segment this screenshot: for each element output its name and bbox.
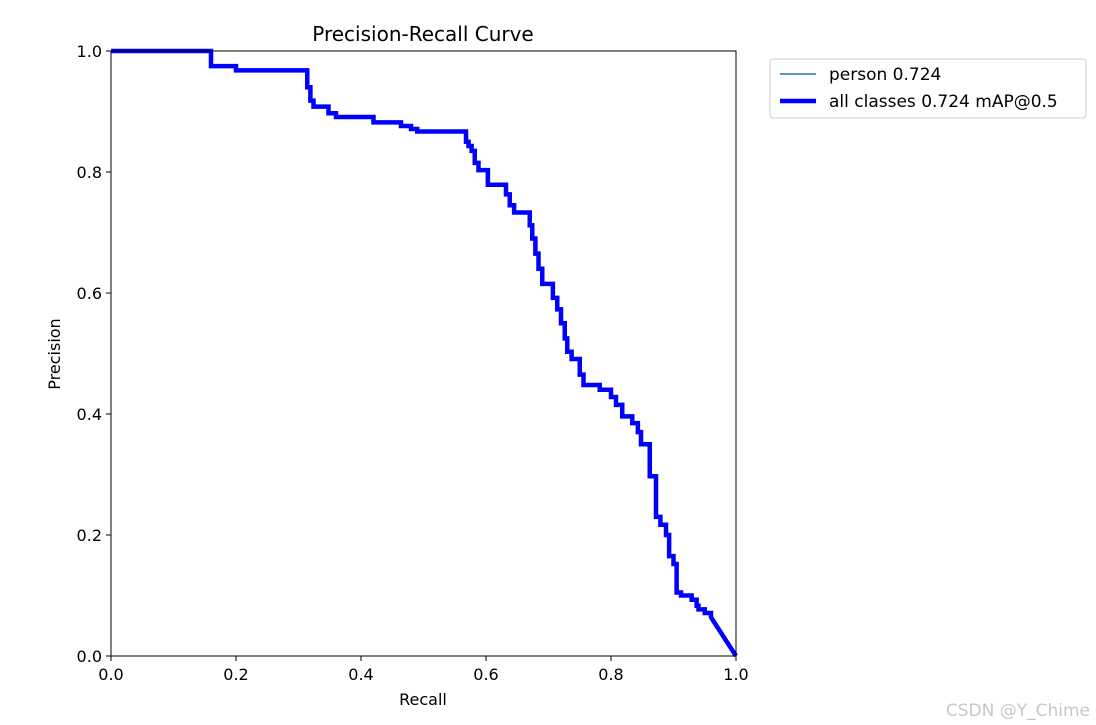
legend-label-person: person 0.724 <box>829 65 941 85</box>
y-tick-label: 1.0 <box>77 42 102 61</box>
series-layer <box>111 48 738 658</box>
y-tick-label: 0.8 <box>77 163 102 182</box>
x-tick-label: 0.2 <box>223 665 248 684</box>
plot-frame <box>110 50 737 657</box>
legend: person 0.724 all classes 0.724 mAP@0.5 <box>769 58 1087 119</box>
plot-area <box>111 51 736 656</box>
y-axis-label: Precision <box>45 318 64 389</box>
legend-box <box>769 58 1087 119</box>
y-tick-label: 0.2 <box>77 526 102 545</box>
watermark: CSDN @Y_Chime <box>945 701 1090 721</box>
x-tick-label: 1.0 <box>723 665 748 684</box>
x-tick-label: 0.6 <box>473 665 498 684</box>
x-tick-label: 0.4 <box>348 665 373 684</box>
series-line-1 <box>111 48 738 658</box>
legend-label-all-classes: all classes 0.724 mAP@0.5 <box>829 92 1058 112</box>
chart-title: Precision-Recall Curve <box>312 22 533 46</box>
x-axis-ticks: 0.0 0.2 0.4 0.6 0.8 1.0 <box>98 656 749 684</box>
y-tick-label: 0.0 <box>77 647 102 666</box>
x-axis-label: Recall <box>399 690 447 709</box>
y-axis-ticks: 0.0 0.2 0.4 0.6 0.8 1.0 <box>77 42 111 666</box>
y-tick-label: 0.4 <box>77 405 102 424</box>
x-tick-label: 0.0 <box>98 665 123 684</box>
x-tick-label: 0.8 <box>598 665 623 684</box>
y-tick-label: 0.6 <box>77 284 102 303</box>
